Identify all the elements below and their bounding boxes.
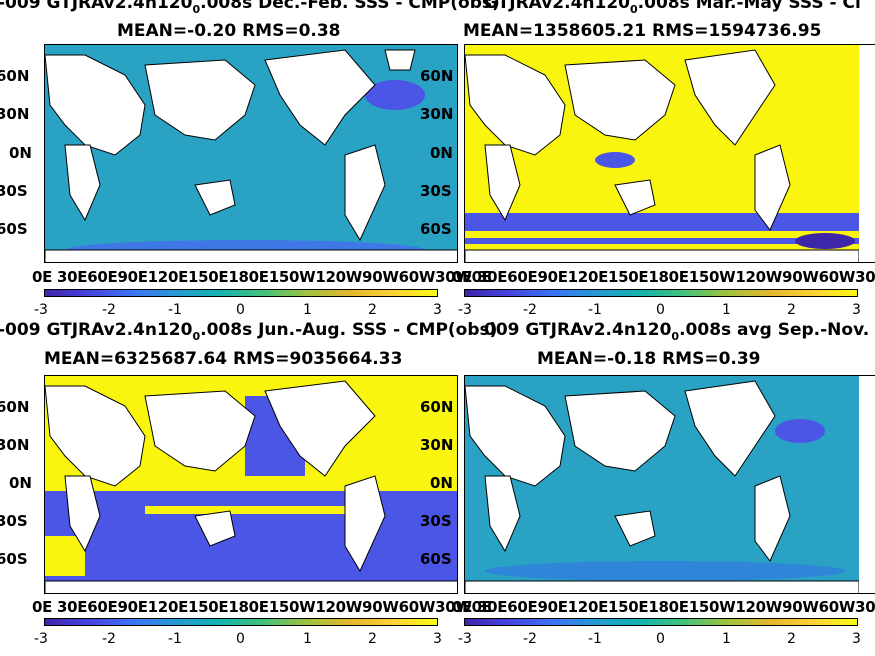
panel3-title-stats: MEAN=6325687.64 RMS=9035664.33: [44, 349, 403, 369]
panel4-cbtick-2: -1: [588, 631, 602, 647]
panel4-ytick-60n: 60N: [420, 398, 454, 416]
panel3-title-line1: -009 GTJRAv2.4n1200.008s Jun.-Aug. SSS -…: [0, 320, 498, 343]
panel4-ytick-0n: 0N: [430, 474, 453, 492]
panel3-ytick-30s: 30S: [0, 512, 28, 530]
panel4-cbtick-5: 2: [787, 631, 796, 647]
panel4-anomaly-southern: [485, 561, 845, 581]
panel3-map: [44, 375, 458, 594]
panel2-xticks: 0E 30E60E90E120E150E180E150W120W90W60W30…: [452, 268, 875, 286]
panel2-cbtick-3: 0: [656, 302, 665, 318]
panel3-land: [45, 380, 457, 593]
panel1-title-stats: MEAN=-0.20 RMS=0.38: [117, 21, 341, 41]
panel1-cbtick-0: -3: [34, 302, 48, 318]
panel2-ytick-60s: 60S: [420, 220, 452, 238]
panel4-cbtick-0: -3: [458, 631, 472, 647]
panel4-xticks: 0E 30E60E90E120E150E180E150W120W90W60W30…: [452, 598, 875, 616]
panel1-cbtick-5: 2: [368, 302, 377, 318]
panel4-cbtick-6: 3: [852, 631, 861, 647]
panel3-ytick-0n: 0N: [9, 474, 32, 492]
panel1-ytick-30n: 30N: [0, 105, 30, 123]
panel1-cbtick-2: -1: [168, 302, 182, 318]
panel4-title-line1: 009 GTJRAv2.4n1200.008s avg Sep.-Nov. SS…: [484, 320, 875, 343]
panel2-map-svg: [465, 45, 859, 262]
panel3-ytick-60s: 60S: [0, 550, 28, 568]
panel3-ytick-60n: 60N: [0, 398, 30, 416]
panel4-cbtick-4: 1: [722, 631, 731, 647]
panel2-cbtick-4: 1: [722, 302, 731, 318]
panel1-ytick-0n: 0N: [9, 144, 32, 162]
panel2-cbtick-6: 3: [852, 302, 861, 318]
panel3-xticks: 0E 30E60E90E120E150E180E150W120W90W60W30…: [32, 598, 492, 616]
panel3-anomaly-sw: [45, 536, 85, 576]
panel4-map-svg: [465, 376, 859, 593]
panel3-cbtick-6: 3: [433, 631, 442, 647]
panel4-cbtick-1: -2: [523, 631, 537, 647]
panel3-cbtick-3: 0: [236, 631, 245, 647]
panel3-cbtick-4: 1: [303, 631, 312, 647]
panel1-colorbar: [44, 289, 438, 297]
panel4-title-stats: MEAN=-0.18 RMS=0.39: [537, 349, 761, 369]
panel2-title-stats: MEAN=1358605.21 RMS=1594736.95: [463, 21, 822, 41]
panel2-anomaly-antarctic: [795, 233, 855, 249]
panel2-colorbar: [464, 289, 858, 297]
panel3-band-yellow: [145, 506, 355, 514]
panel1-xticks: 0E 30E60E90E120E150E180E150W120W90W60W30…: [32, 268, 492, 286]
panel3-map-svg: [45, 376, 457, 593]
panel4-ytick-60s: 60S: [420, 550, 452, 568]
panel4-cbtick-3: 0: [656, 631, 665, 647]
panel1-land: [45, 49, 457, 262]
panel3-cbtick-1: -2: [102, 631, 116, 647]
panel2-cbtick-0: -3: [458, 302, 472, 318]
panel1-cbtick-1: -2: [102, 302, 116, 318]
panel2-band-southern: [465, 213, 859, 231]
panel2-cbtick-1: -2: [523, 302, 537, 318]
panel1-cbtick-3: 0: [236, 302, 245, 318]
panel2-ytick-60n: 60N: [420, 67, 454, 85]
panel2-ytick-30s: 30S: [420, 182, 452, 200]
panel4-colorbar: [464, 618, 858, 626]
panel4-ytick-30n: 30N: [420, 436, 454, 454]
panel1-anomaly-n-atlantic: [365, 80, 425, 110]
panel3-ytick-30n: 30N: [0, 436, 30, 454]
panel3-cbtick-0: -3: [34, 631, 48, 647]
panel2-title-line1: GTJRAv2.4n1200.008s Mar.-May SSS - Cl: [484, 0, 861, 16]
panel2-map: [464, 44, 875, 263]
panel1-map: [44, 44, 458, 263]
panel3-cbtick-2: -1: [168, 631, 182, 647]
panel1-ytick-60s: 60S: [0, 220, 28, 238]
panel2-band-southern-2: [465, 238, 859, 244]
panel4-ytick-30s: 30S: [420, 512, 452, 530]
panel2-cbtick-2: -1: [588, 302, 602, 318]
panel3-cbtick-5: 2: [368, 631, 377, 647]
panel2-ytick-0n: 0N: [430, 144, 453, 162]
panel4-anomaly-n-atlantic: [775, 419, 825, 443]
panel1-cbtick-4: 1: [303, 302, 312, 318]
panel1-ytick-60n: 60N: [0, 67, 30, 85]
panel4-map: [464, 375, 875, 594]
panel2-anomaly-indonesia: [595, 152, 635, 168]
panel4-land: [465, 380, 859, 593]
panel1-ytick-30s: 30S: [0, 182, 28, 200]
panel1-cbtick-6: 3: [433, 302, 442, 318]
panel1-map-svg: [45, 45, 457, 262]
panel1-title-line1: -009 GTJRAv2.4n1200.008s Dec.-Feb. SSS -…: [0, 0, 500, 16]
panel2-cbtick-5: 2: [787, 302, 796, 318]
panel3-colorbar: [44, 618, 438, 626]
panel2-land: [465, 49, 859, 262]
panel2-ytick-30n: 30N: [420, 105, 454, 123]
